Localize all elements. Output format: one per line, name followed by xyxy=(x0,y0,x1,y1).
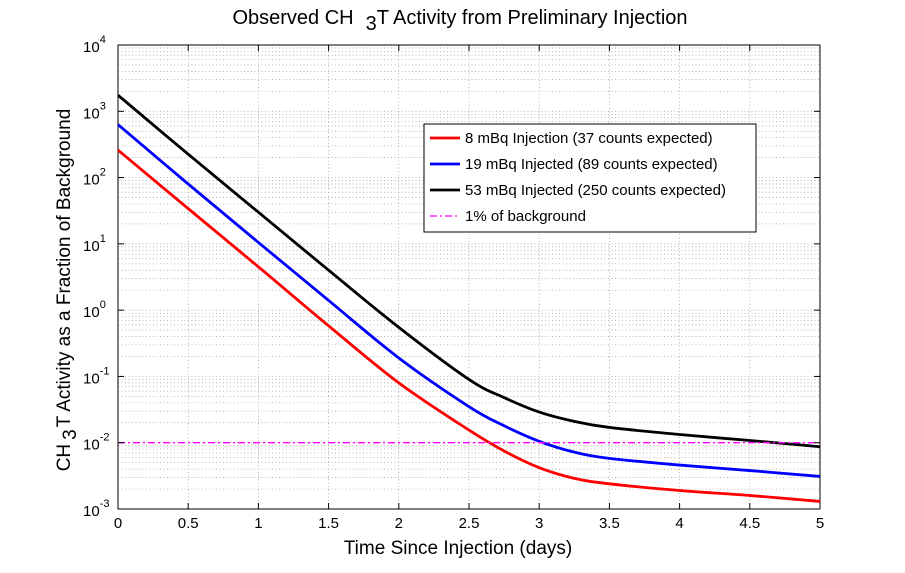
y-tick-label-exponent: -1 xyxy=(100,365,110,377)
legend-label-3: 53 mBq Injected (250 counts expected) xyxy=(465,182,726,199)
y-tick-label: 104 xyxy=(83,34,106,56)
y-tick-label-exponent: 1 xyxy=(100,233,106,245)
chart-title-subscript: 3 xyxy=(366,13,377,35)
y-tick-label-exponent: -3 xyxy=(100,498,110,510)
x-tick-label: 5 xyxy=(816,515,824,532)
series-layer xyxy=(117,94,821,503)
x-tick-label: 3 xyxy=(535,515,543,532)
y-axis-title-tail: T Activity as a Fraction of Background xyxy=(54,109,75,428)
y-tick-label: 101 xyxy=(83,233,106,255)
legend-label-4: 1% of background xyxy=(465,208,586,225)
x-axis-ticks: 0 0.5 1 1.5 2 2.5 3 3.5 4 4.5 5 xyxy=(114,45,824,532)
chart-legend: 8 mBq Injection (37 counts expected) 19 m… xyxy=(423,123,757,233)
y-tick-label-exponent: 4 xyxy=(100,34,106,46)
y-tick-label: 103 xyxy=(83,100,106,122)
x-tick-label: 1 xyxy=(254,515,262,532)
series-line-3 xyxy=(117,94,821,449)
series-line-1 xyxy=(117,148,821,503)
x-axis-title: Time Since Injection (days) xyxy=(344,538,572,559)
y-tick-label: 10-2 xyxy=(83,432,109,454)
x-tick-label: 2 xyxy=(395,515,403,532)
y-tick-label: 102 xyxy=(83,167,106,189)
y-axis-title-main: CH xyxy=(54,444,75,471)
y-tick-label-exponent: 2 xyxy=(100,167,106,179)
legend-label-2: 19 mBq Injected (89 counts expected) xyxy=(465,156,718,173)
y-tick-label: 10-1 xyxy=(83,365,109,387)
plot-grid xyxy=(118,45,820,509)
y-tick-label: 10-3 xyxy=(83,498,109,520)
legend-box xyxy=(423,123,757,233)
chart-title-main: Observed CH xyxy=(232,7,353,29)
y-tick-label-exponent: 0 xyxy=(100,299,106,311)
x-tick-label: 3.5 xyxy=(599,515,620,532)
y-tick-label-base: 10 xyxy=(83,304,100,321)
y-tick-label-exponent: -2 xyxy=(100,432,110,444)
x-tick-label: 0 xyxy=(114,515,122,532)
y-tick-label-exponent: 3 xyxy=(100,100,106,112)
chart-title-tail: T Activity from Preliminary Injection xyxy=(377,7,688,29)
legend-label-1: 8 mBq Injection (37 counts expected) xyxy=(465,130,713,147)
y-axis-title-subscript: 3 xyxy=(60,429,81,440)
y-tick-label-base: 10 xyxy=(83,172,100,189)
y-axis-title: CH 3T Activity as a Fraction of Backgroun… xyxy=(54,109,81,472)
y-tick-label-base: 10 xyxy=(83,437,100,454)
y-tick-label-base: 10 xyxy=(83,503,100,520)
x-tick-label: 0.5 xyxy=(178,515,199,532)
chart-title: Observed CH 3T Activity from Preliminary … xyxy=(232,7,687,35)
y-tick-label-base: 10 xyxy=(83,105,100,122)
x-tick-label: 1.5 xyxy=(318,515,339,532)
y-tick-label-base: 10 xyxy=(83,39,100,56)
series-line-2 xyxy=(117,123,821,478)
y-tick-label-base: 10 xyxy=(83,238,100,255)
y-tick-label-base: 10 xyxy=(83,370,100,387)
x-tick-label: 2.5 xyxy=(459,515,480,532)
y-tick-label: 100 xyxy=(83,299,106,321)
x-tick-label: 4.5 xyxy=(739,515,760,532)
x-tick-label: 4 xyxy=(675,515,683,532)
